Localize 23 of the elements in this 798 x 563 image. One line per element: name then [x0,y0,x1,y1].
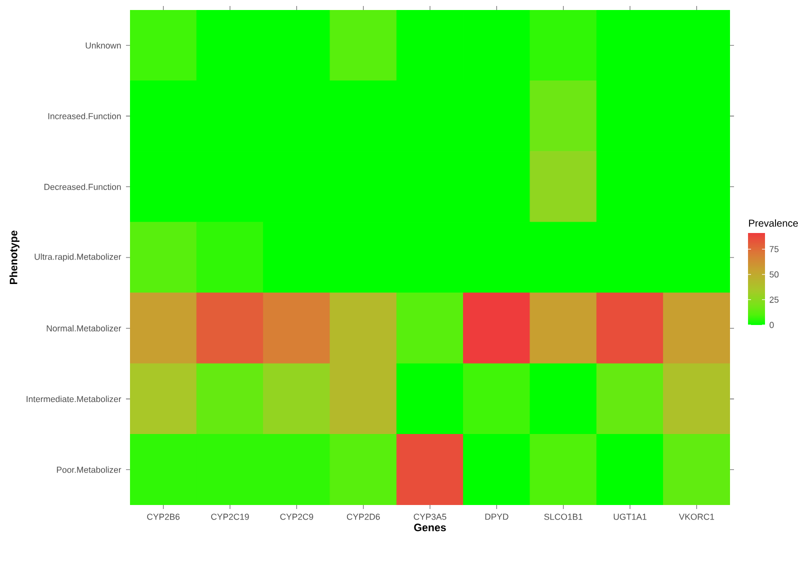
x-tick-label: CYP3A5 [414,514,446,520]
color-bar-label: 0 [770,322,774,328]
x-tick-label: CYP2D6 [346,514,380,520]
y-tick-label: Unknown [86,42,121,49]
y-tick-label: Intermediate.Metabolizer [26,396,122,402]
x-tick-label: UGT1A1 [614,514,646,520]
x-tick-label: CYP2C19 [211,514,249,520]
x-axis-title: Genes [414,524,446,532]
color-bar-title: Prevalence [749,219,798,227]
x-tick-label: VKORC1 [678,514,714,520]
color-bar-label: 25 [770,296,779,303]
y-axis-title: Phenotype [9,230,20,284]
y-tick-label: Decreased.Function [44,184,121,190]
y-tick-label: Increased.Function [48,112,121,120]
y-tick-label: Ultra.rapid.Metabolizer [34,253,122,262]
color-bar-label: 50 [770,271,779,278]
x-tick-label: DPYD [485,514,508,520]
y-tick-label: Normal.Metabolizer [46,325,122,332]
y-tick-label: Poor.Metabolizer [56,466,122,473]
x-tick-label: CYP2B6 [147,514,180,520]
x-tick-label: CYP2C9 [280,514,314,520]
x-tick-label: SLCO1B1 [544,514,582,520]
color-bar-label: 75 [770,246,779,252]
